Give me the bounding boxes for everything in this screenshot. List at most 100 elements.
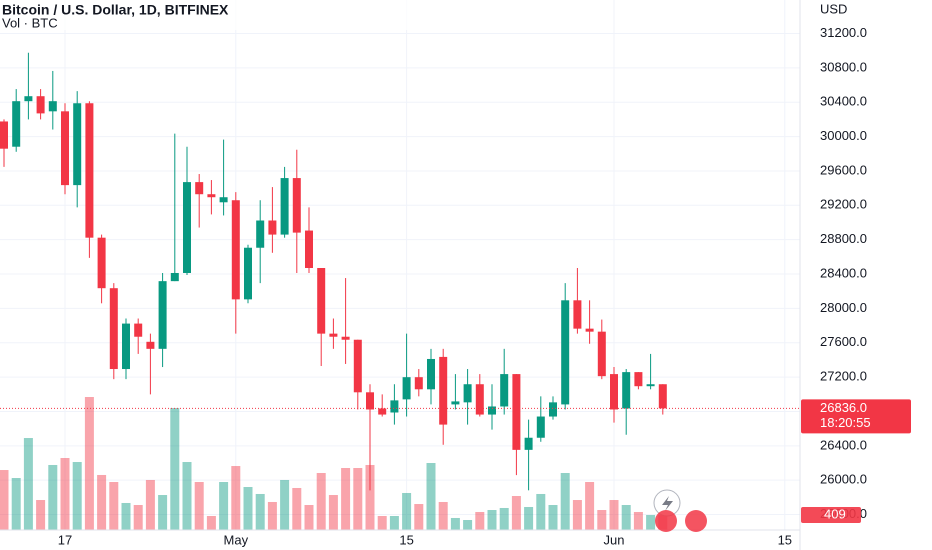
volume-bar	[255, 493, 265, 530]
last-price-label: 26836.0	[820, 400, 867, 415]
volume-bar	[414, 504, 424, 530]
x-tick-label: 15	[778, 532, 792, 547]
volume-bar	[133, 505, 143, 530]
legend-background	[0, 0, 440, 30]
candle-body	[549, 402, 557, 417]
volume-bar	[219, 482, 229, 530]
candle-body	[646, 384, 655, 387]
candle-body	[195, 182, 204, 195]
replay-icon	[662, 496, 673, 511]
candle-body	[73, 103, 82, 186]
countdown-label: 18:20:55	[820, 415, 871, 430]
candle-body	[500, 374, 509, 407]
volume-bar	[511, 496, 521, 530]
y-tick-label: 26400.0	[820, 437, 867, 452]
volume-bar	[170, 407, 180, 530]
candle-body	[353, 339, 362, 393]
volume-bar	[633, 511, 643, 530]
last-volume-label: 409	[824, 506, 846, 521]
candle-body	[414, 377, 423, 390]
alert-button[interactable]	[655, 510, 677, 532]
volume-bar	[84, 397, 94, 530]
candle-body	[109, 288, 118, 370]
candle-body	[12, 101, 21, 147]
candle-body	[134, 323, 143, 337]
x-tick-label: May	[224, 532, 249, 547]
volume-bar	[206, 515, 216, 530]
volume-bar	[536, 493, 546, 530]
volume-bar	[341, 468, 351, 530]
volume-bar	[402, 492, 412, 530]
candle-body	[231, 200, 240, 300]
volume-bar	[72, 462, 82, 530]
candle-body	[36, 96, 45, 114]
volume-bar	[524, 506, 534, 530]
volume-bar	[0, 470, 9, 530]
candle-body	[634, 372, 643, 387]
volume-bar	[194, 482, 204, 530]
candle-body	[158, 281, 167, 349]
volume-bar	[499, 507, 509, 530]
candle-body	[61, 111, 69, 186]
candle-body	[305, 230, 313, 269]
volume-bar	[292, 487, 302, 530]
volume-bar	[280, 479, 290, 530]
volume-bar	[426, 463, 436, 530]
y-tick-label: 28400.0	[820, 265, 867, 280]
volume-bar	[60, 458, 70, 530]
volume-legend: Vol · BTC	[2, 15, 58, 30]
volume-bar	[48, 464, 58, 530]
candle-body	[475, 384, 484, 415]
y-tick-label: 30000.0	[820, 128, 867, 143]
x-tick-label: 15	[399, 532, 413, 547]
x-tick-label: Jun	[604, 532, 625, 547]
volume-bar	[182, 462, 192, 530]
candle-body	[24, 96, 33, 102]
candle-body	[146, 341, 155, 349]
candle-body	[317, 268, 326, 334]
candle-body	[427, 358, 435, 390]
y-tick-label: 27200.0	[820, 369, 867, 384]
candle-body	[219, 197, 228, 203]
volume-bar	[145, 479, 155, 530]
grid	[0, 0, 800, 530]
candle-body	[451, 401, 460, 405]
volume-bar	[621, 505, 631, 530]
volume-bar	[328, 495, 338, 530]
y-tick-label: 30400.0	[820, 94, 867, 109]
volume-bar	[585, 482, 595, 530]
volume-bar	[231, 466, 241, 530]
candle-body	[329, 333, 338, 337]
volume-bar	[365, 464, 375, 530]
price-pane	[0, 52, 800, 491]
y-tick-label: 31200.0	[820, 25, 867, 40]
candle-body	[292, 178, 301, 233]
volume-bar	[389, 515, 399, 530]
candle-body	[244, 247, 252, 300]
volume-bar	[572, 500, 582, 530]
candle-body	[658, 384, 667, 409]
candle-body	[85, 103, 94, 238]
volume-bar	[109, 482, 119, 530]
y-tick-label: 30800.0	[820, 59, 867, 74]
volume-bar	[36, 500, 46, 530]
alert-button[interactable]	[685, 510, 707, 532]
volume-bar	[158, 495, 168, 530]
volume-bar	[23, 438, 33, 530]
chart-controls[interactable]	[653, 489, 707, 532]
volume-pane	[0, 397, 668, 530]
volume-bar	[487, 510, 497, 530]
volume-bar	[463, 520, 473, 530]
axes: 25600.026000.026400.026800.027200.027600…	[58, 25, 911, 547]
y-tick-label: 29600.0	[820, 162, 867, 177]
candle-body	[170, 272, 179, 282]
currency-label: USD	[820, 1, 847, 16]
candle-body	[0, 121, 8, 149]
volume-bar	[450, 517, 460, 530]
volume-bar	[548, 505, 558, 530]
candle-body	[268, 220, 277, 235]
candle-body	[256, 220, 265, 248]
volume-bar	[121, 502, 131, 530]
volume-bar	[304, 505, 314, 530]
